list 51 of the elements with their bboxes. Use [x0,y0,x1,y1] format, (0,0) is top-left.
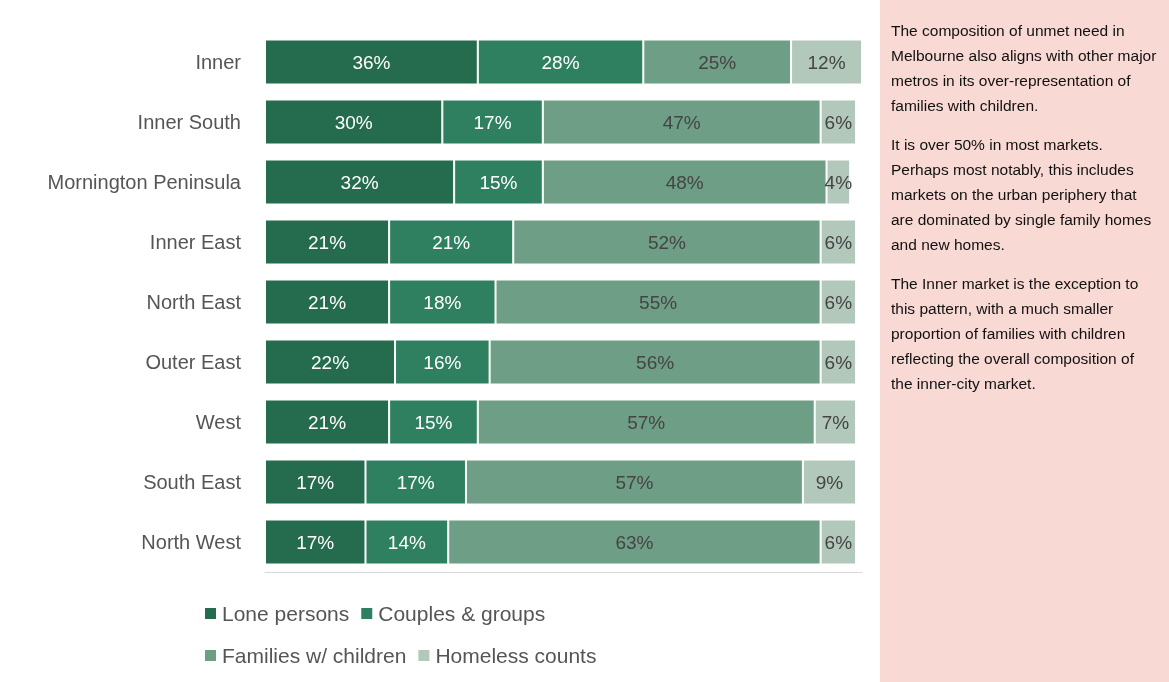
data-label: 17% [296,531,335,553]
data-label: 21% [308,291,347,313]
data-label: 17% [296,471,335,493]
legend-label: Homeless counts [435,644,597,667]
data-label: 16% [423,351,462,373]
y-tick-label: West [195,411,242,433]
data-label: 21% [308,231,347,253]
data-label: 18% [423,291,462,313]
data-label: 6% [824,231,853,253]
text: It is over 50% in most markets. Perhaps most notably, this includes markets on the urban periphery that are dominated by single family homes and new homes. [891,135,1153,255]
data-label: 15% [414,411,453,433]
legend-label: Couples & groups [378,602,546,625]
data-label: 14% [387,531,426,553]
data-label: 30% [334,111,373,133]
data-label: 6% [824,111,853,133]
y-tick-label: Inner South [137,111,241,133]
text: The Inner market is the exception to this pattern, with a much smaller proportion of families with children reflecting the overall composition of the inner-city market. [891,274,1140,394]
data-label: 6% [824,531,853,553]
data-label: 55% [639,291,678,313]
data-label: 7% [821,411,850,433]
y-tick-label: North East [146,291,242,313]
y-tick-label: Inner [195,51,242,73]
data-label: 6% [824,351,853,373]
y-tick-label: Mornington Peninsula [47,171,242,193]
data-label: 32% [340,171,379,193]
data-label: 52% [647,231,687,253]
data-label: 6% [824,291,853,313]
data-label: 12% [807,51,846,73]
data-label: 22% [311,351,350,373]
data-label: 36% [352,51,391,73]
y-tick-label: North West [141,531,242,553]
data-label: 17% [473,111,512,133]
data-label: 57% [627,411,666,433]
data-label: 28% [541,51,580,73]
y-tick-label: South East [143,471,242,493]
data-label: 57% [615,471,654,493]
legend-label: Lone persons [222,602,350,625]
data-label: 56% [636,351,675,373]
data-label: 48% [665,171,704,193]
data-label: 9% [815,471,844,493]
text: The composition of unmet need in Melbourne also aligns with other major metros in its over-representation of families with children. [891,21,1158,116]
y-tick-label: Inner East [149,231,242,253]
data-label: 21% [308,411,347,433]
data-label: 17% [396,471,435,493]
legend-label: Families w/ children [222,644,407,667]
data-label: 21% [432,231,471,253]
data-label: 15% [479,171,518,193]
data-label: 63% [615,531,654,553]
data-label: 47% [662,111,701,133]
data-label: 25% [698,51,737,73]
y-tick-label: Outer East [145,351,242,373]
